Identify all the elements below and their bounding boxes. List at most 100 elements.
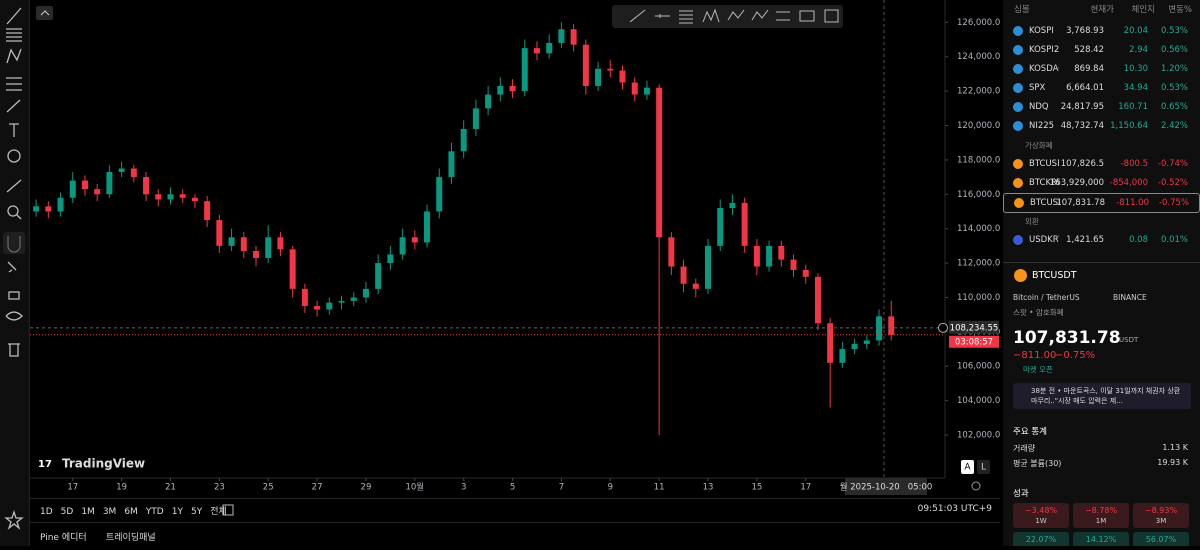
change: 160.71 xyxy=(1118,102,1148,112)
bottom-tabs: Pine 에디터 트레이딩패널 xyxy=(30,522,1000,547)
candle-body xyxy=(619,70,626,83)
candle-body xyxy=(167,194,174,200)
tab[interactable]: 트레이딩패널 xyxy=(106,533,156,543)
candle-body xyxy=(94,189,101,195)
range-button[interactable]: YTD xyxy=(145,507,164,517)
range-button[interactable]: 5D xyxy=(60,507,74,517)
y-tick-label: 114,000.00 xyxy=(957,224,1000,234)
symbol-icon xyxy=(1013,26,1023,36)
perf-value: −8.93% xyxy=(1144,506,1178,515)
last-price: 107,831.78 xyxy=(1056,198,1105,208)
add-alert-icon[interactable] xyxy=(938,322,948,333)
x-tick-label: 17 xyxy=(67,483,78,493)
change-pct: 1.20% xyxy=(1160,64,1188,74)
news-box[interactable]: 38분 전 • 마운트곡스, 이달 31일까지 채권자 상환 마무리.."시장 … xyxy=(1013,383,1191,409)
candle-body xyxy=(533,48,540,54)
range-button[interactable]: 3M xyxy=(102,507,117,517)
change-pct: 0.53% xyxy=(1160,26,1188,36)
range-button[interactable]: 전체 xyxy=(210,507,227,517)
detail-name: Bitcoin / TetherUS xyxy=(1013,293,1080,302)
candle-body xyxy=(155,194,162,200)
change-pct: 0.65% xyxy=(1160,102,1188,112)
clock: 09:51:03 UTC+9 xyxy=(917,504,992,514)
change: 2.94 xyxy=(1129,45,1148,55)
crosshair-time: 월 2025-10-20 05:00 xyxy=(840,482,933,493)
change-pct: 2.42% xyxy=(1160,121,1188,131)
column-header: 변동% xyxy=(1168,5,1192,15)
log-button[interactable] xyxy=(977,460,990,474)
detail-price: 107,831.78 xyxy=(1013,328,1121,348)
market-status: 마켓 오픈 xyxy=(1023,365,1053,374)
candle-body xyxy=(876,316,883,341)
candle-body xyxy=(387,254,394,264)
range-button[interactable]: 1M xyxy=(81,507,95,517)
change-pct: -0.52% xyxy=(1157,178,1188,188)
watchlist-row[interactable]: KOSPI 3,768.93 20.04 0.53% xyxy=(1003,22,1198,40)
tab[interactable]: Pine 에디터 xyxy=(40,533,87,543)
date-range-icon[interactable] xyxy=(220,502,236,518)
detail-change-pct: −0.75% xyxy=(1055,350,1096,361)
candle-body xyxy=(179,194,186,198)
x-tick-label: 23 xyxy=(214,483,225,493)
range-button[interactable]: 1D xyxy=(40,507,53,517)
candle-body xyxy=(301,288,308,307)
section-title: 가상화폐 xyxy=(1025,141,1053,150)
candle-body xyxy=(680,266,687,284)
watchlist-row[interactable]: BTCKRW163,929,000 -854,000 -0.52% xyxy=(1003,174,1198,192)
candle-body xyxy=(729,202,736,209)
candle-body xyxy=(643,87,650,95)
crosshair-price: 108,234.55 xyxy=(950,323,999,333)
watchlist-row[interactable]: NDQ 24,817.95 160.71 0.65% xyxy=(1003,98,1198,116)
candle-body xyxy=(33,206,40,212)
symbol-icon xyxy=(1013,178,1023,188)
candle-body xyxy=(741,202,748,246)
candle-body xyxy=(191,197,198,202)
candle-body xyxy=(106,171,113,195)
perf-cell[interactable]: 14.12% xyxy=(1073,532,1129,546)
perf-cell[interactable]: −3.48% 1W xyxy=(1013,503,1069,528)
symbol: BTCUSDT xyxy=(1030,198,1060,208)
perf-cell[interactable]: −8.93% 3M xyxy=(1133,503,1189,528)
range-bar: 1D 5D 1M 3M 6M YTD 1Y 5Y 전체 09:51:03 UTC+9 xyxy=(30,498,1000,521)
watchlist-row[interactable]: NI225 48,732.74 1,150.64 2.42% xyxy=(1003,117,1198,135)
candle-body xyxy=(717,208,724,246)
candle-body xyxy=(631,82,638,95)
candle-body xyxy=(69,180,76,198)
candle-body xyxy=(277,237,284,250)
auto-button[interactable] xyxy=(961,460,974,474)
symbol-icon xyxy=(1013,235,1023,245)
range-button[interactable]: 5Y xyxy=(190,507,203,517)
perf-cell[interactable]: −8.78% 1M xyxy=(1073,503,1129,528)
candle-body xyxy=(570,29,577,45)
change: -800.5 xyxy=(1120,159,1148,169)
watchlist-row[interactable]: KOSPI20 528.42 2.94 0.56% xyxy=(1003,41,1198,59)
settings-icon[interactable] xyxy=(971,481,981,491)
candle-body xyxy=(656,87,663,238)
perf-cell[interactable]: 56.07% xyxy=(1133,532,1189,546)
symbol: USDKRW xyxy=(1029,235,1059,245)
watchlist-row[interactable]: BTCUSDT107,831.78 -811.00 -0.75% xyxy=(1003,193,1200,213)
stat-label: 평균 볼륨(30) xyxy=(1013,459,1062,468)
drawing-toolbar[interactable] xyxy=(612,5,843,28)
watchlist-row[interactable]: USDKRW 1,421.65 0.08 0.01% xyxy=(1003,231,1198,249)
perf-cell[interactable]: 22.07% xyxy=(1013,532,1069,546)
left-tools xyxy=(3,7,25,530)
detail-change: −811.00 xyxy=(1013,350,1057,361)
candle-body xyxy=(766,245,773,267)
symbol: KOSPI xyxy=(1029,26,1054,36)
symbol: NI225 xyxy=(1029,121,1055,131)
range-button[interactable]: 1Y xyxy=(171,507,183,517)
watchlist-row[interactable]: SPX 6,664.01 34.94 0.53% xyxy=(1003,79,1198,97)
range-button[interactable]: 6M xyxy=(124,507,138,517)
detail-symbol: BTCUSDT xyxy=(1032,270,1077,281)
candle-body xyxy=(668,237,675,267)
column-header: 체인지 xyxy=(1131,5,1155,15)
watchlist-row[interactable]: KOSDAQ 869.84 10.30 1.20% xyxy=(1003,60,1198,78)
candle-body xyxy=(595,68,602,86)
last-price: 6,664.01 xyxy=(1066,83,1104,93)
y-tick-label: 112,000.00 xyxy=(957,259,1000,269)
watchlist-row[interactable]: BTCUSD107,826.5 -800.5 -0.74% xyxy=(1003,155,1198,173)
change-pct: 0.56% xyxy=(1160,45,1188,55)
x-tick-label: 19 xyxy=(116,483,127,493)
collapse-button[interactable] xyxy=(36,6,53,20)
